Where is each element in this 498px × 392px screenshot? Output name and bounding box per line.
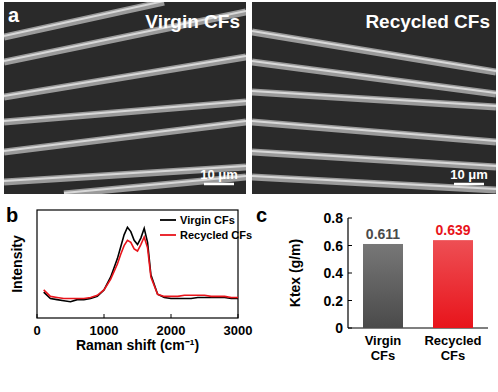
plot-frame [37,210,238,318]
image-label: Recycled CFs [365,11,490,32]
bar [363,244,403,328]
y-tick [348,328,352,329]
x-tick [37,314,38,318]
scale-bar [454,183,484,186]
label-line: Recycled [424,333,481,348]
y-axis-label: Ktex (g/m) [287,239,303,307]
fiber [4,2,164,37]
y-tick-label: 0.4 [324,265,344,281]
x-tick-label: VirginCFs [365,333,402,363]
y-tick [348,300,352,301]
x-tick-label: 3000 [224,323,253,338]
bar [433,240,473,328]
fiber [252,122,496,142]
y-axis-label: Intensity [9,235,25,293]
fiber [4,167,246,182]
data-label: 0.639 [435,222,470,238]
fiber-highlight [4,166,246,181]
image-background [4,2,246,194]
panel-label: a [8,4,20,26]
y-tick-label: 0.2 [324,293,344,309]
fiber [252,152,496,167]
label-line: CFs [371,348,396,363]
y-tick-label: 0.6 [324,238,344,254]
panel-label: b [6,204,18,226]
sem-image: Recycled CFs 10 μm [252,2,496,194]
fiber-highlight [252,151,496,166]
x-tick [104,314,105,318]
y-tick [348,218,352,219]
x-tick-label: 0 [33,323,40,338]
fiber-highlight [252,121,496,141]
label-line: Virgin [365,333,402,348]
scale-bar-label: 10 μm [450,167,488,182]
fiber [4,57,246,97]
scale-bar-label: 10 μm [200,167,238,182]
fiber [252,92,496,107]
fiber [4,12,246,62]
data-label: 0.611 [366,226,400,242]
panel-label: c [256,204,267,226]
fiber-highlight [4,11,246,61]
fibers [252,31,496,190]
fiber [4,102,246,122]
figure: Virgin CFs 10 μm Recycled CFs 10 μm a b 0 1000 2… [0,0,498,392]
series-line [44,237,238,299]
fiber-highlight [4,121,246,151]
ktex-chart: c00.20.40.60.8Ktex (g/m)0.611VirginCFs0.… [256,204,488,363]
x-tick [238,314,239,318]
fiber [252,62,496,94]
fibers [4,2,246,194]
legend-label: Recycled CFs [180,229,252,241]
x-tick-label: RecycledCFs [424,333,481,363]
legend-swatch [160,219,176,221]
sem-image: Virgin CFs 10 μm [4,1,246,194]
scale-bar [204,183,234,186]
x-axis-label: Raman shift (cm⁻¹) [76,337,199,353]
bars [363,240,473,328]
y-tick-label: 0 [335,320,343,336]
y-tick-label: 0.8 [324,210,344,226]
fiber-highlight [4,56,246,96]
x-tick-label: 2000 [157,323,186,338]
x-tick-label: 1000 [90,323,119,338]
x-tick [171,314,172,318]
y-tick [348,245,352,246]
fiber-highlight [252,91,496,106]
legend-swatch [160,234,176,236]
image-background [252,2,496,194]
image-label: Virgin CFs [145,11,240,32]
raman-chart: b 0 1000 2000 3000 Raman shift (cm⁻¹) Intensit… [6,204,252,353]
fiber-highlight [252,61,496,93]
fiber [4,122,246,152]
fiber-highlight [4,101,246,121]
fiber-highlight [4,2,164,36]
legend-label: Virgin CFs [180,214,235,226]
y-tick [348,273,352,274]
label-line: CFs [441,348,466,363]
